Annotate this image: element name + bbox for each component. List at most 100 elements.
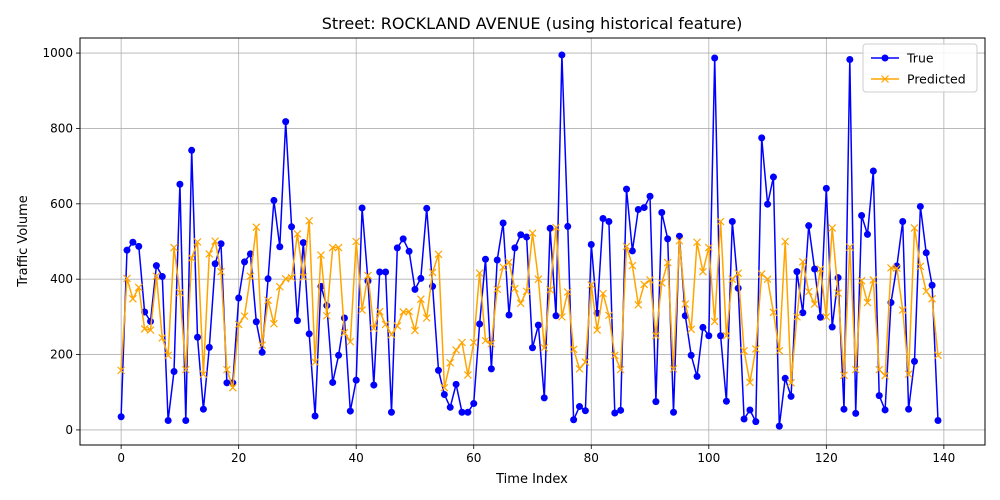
true-point (423, 204, 431, 212)
true-point (899, 218, 907, 226)
predicted-point (663, 258, 672, 267)
legend-box (862, 43, 978, 93)
true-point (176, 180, 184, 188)
true-point (276, 243, 284, 251)
true-point (722, 397, 730, 405)
predicted-point (834, 289, 843, 298)
true-point (711, 54, 719, 62)
true-point (382, 268, 390, 276)
predicted-point (246, 272, 255, 281)
predicted-point (381, 320, 390, 329)
predicted-point (563, 288, 572, 296)
predicted-point (369, 324, 378, 333)
true-point (411, 285, 419, 293)
predicted-point (510, 284, 519, 293)
predicted-point (117, 366, 126, 375)
true-point (934, 417, 942, 425)
predicted-point (440, 383, 449, 392)
true-point (852, 409, 860, 417)
x-tick-label: 140 (932, 451, 955, 465)
predicted-point (240, 312, 249, 321)
predicted-point (787, 378, 795, 387)
predicted-point (798, 257, 807, 266)
predicted-point (140, 325, 149, 333)
predicted-point (469, 338, 478, 347)
true-point (558, 51, 566, 59)
predicted-point (675, 236, 684, 245)
predicted-point (716, 217, 725, 226)
true-point (858, 211, 866, 219)
true-point (311, 412, 319, 420)
predicted-point (123, 274, 131, 283)
x-tick-label: 0 (117, 451, 125, 465)
true-point (188, 146, 196, 154)
true-point (728, 218, 736, 226)
true-point (834, 274, 842, 282)
predicted-point (358, 306, 367, 315)
true-point (270, 196, 278, 204)
predicted-point (698, 267, 707, 276)
true-point (288, 223, 296, 231)
true-point (587, 241, 595, 249)
true-point (241, 258, 249, 266)
predicted-point (581, 358, 590, 367)
predicted-point (857, 276, 866, 285)
predicted-point (287, 273, 296, 282)
predicted-point (487, 339, 496, 348)
predicted-point (411, 326, 419, 335)
true-point (916, 202, 924, 210)
predicted-point (816, 265, 825, 273)
true-point (352, 376, 360, 384)
y-axis-label: Traffic Volume (16, 195, 31, 288)
predicted-point (616, 365, 625, 374)
predicted-point (181, 365, 190, 374)
true-point (517, 231, 525, 239)
predicted-point (646, 276, 654, 284)
true-point (623, 185, 631, 193)
predicted-point (793, 312, 801, 321)
true-point (910, 357, 918, 365)
true-point (252, 318, 260, 326)
true-point (487, 365, 495, 373)
true-point (417, 274, 425, 282)
true-point (170, 368, 178, 376)
true-point (787, 392, 795, 400)
predicted-point (634, 300, 643, 309)
predicted-point (264, 296, 272, 305)
predicted-point (722, 331, 731, 340)
true-point (675, 232, 683, 240)
predicted-point (840, 371, 848, 380)
true-point (552, 312, 560, 320)
predicted-point (734, 269, 743, 278)
predicted-point (281, 274, 290, 283)
true-point (846, 55, 854, 63)
x-axis: 0 20 40 60 80 100 120 140 (117, 445, 955, 465)
predicted-point (416, 295, 425, 304)
predicted-point (922, 287, 931, 296)
x-tick-label: 40 (349, 451, 364, 465)
predicted-point (575, 364, 584, 373)
predicted-point (158, 334, 167, 342)
true-point (158, 273, 166, 281)
true-point (863, 230, 871, 238)
predicted-point (628, 261, 637, 270)
y-tick-label: 800 (50, 121, 73, 135)
y-tick-label: 400 (50, 272, 73, 286)
x-tick-label: 80 (584, 451, 599, 465)
true-point (481, 255, 489, 263)
true-point (440, 391, 448, 399)
predicted-point (258, 341, 267, 350)
predicted-point (881, 371, 890, 380)
true-point (452, 380, 460, 388)
predicted-point (557, 312, 566, 321)
predicted-point (217, 267, 225, 276)
true-point (799, 309, 807, 317)
predicted-point (481, 336, 490, 345)
predicted-point (434, 250, 443, 259)
predicted-point (305, 216, 314, 225)
true-point (599, 215, 607, 223)
true-point (687, 351, 695, 359)
predicted-point (681, 300, 690, 308)
legend-marker-predicted (881, 75, 889, 83)
